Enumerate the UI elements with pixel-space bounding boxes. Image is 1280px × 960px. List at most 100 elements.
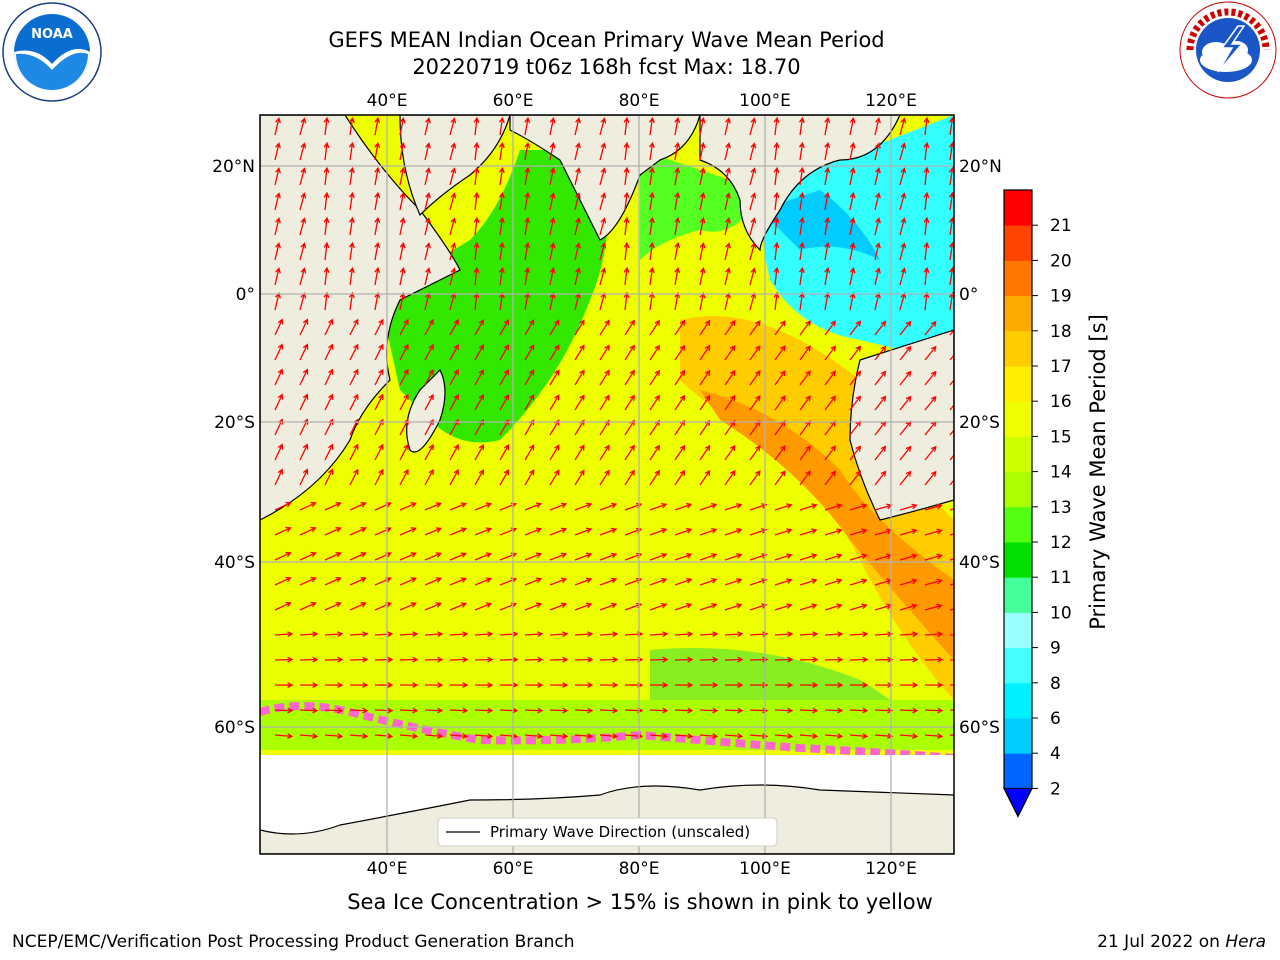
wave-arrow bbox=[324, 368, 334, 386]
wave-arrow bbox=[399, 527, 417, 536]
wave-arrow bbox=[674, 369, 686, 386]
wave-arrow bbox=[899, 117, 907, 136]
wave-arrow bbox=[324, 601, 342, 611]
wave-arrow bbox=[923, 291, 930, 311]
wave-arrow bbox=[749, 167, 757, 186]
colorbar-segment bbox=[1004, 295, 1032, 332]
wave-arrow bbox=[549, 217, 556, 236]
wave-arrow bbox=[624, 444, 635, 461]
wave-arrow bbox=[749, 528, 768, 536]
lon-label-top: 120°E bbox=[865, 91, 917, 111]
colorbar-tick-label: 6 bbox=[1050, 709, 1061, 729]
wave-arrow bbox=[549, 577, 568, 586]
wave-arrow bbox=[874, 631, 894, 638]
wave-arrow bbox=[749, 578, 768, 586]
wave-arrow bbox=[849, 117, 856, 136]
wave-arrow bbox=[724, 631, 744, 638]
wave-arrow bbox=[498, 191, 505, 211]
wave-arrow bbox=[449, 167, 457, 186]
wave-arrow bbox=[674, 602, 693, 611]
wave-arrow bbox=[699, 117, 706, 136]
wave-arrow bbox=[474, 443, 484, 461]
wave-arrow bbox=[899, 707, 919, 714]
lat-label-left: 20°N bbox=[212, 157, 255, 177]
nws-logo bbox=[1179, 1, 1277, 99]
wave-arrow bbox=[774, 603, 793, 611]
wave-arrow bbox=[324, 631, 344, 638]
lat-label-left: 20°S bbox=[214, 413, 255, 433]
wave-arrow bbox=[648, 191, 655, 211]
wave-arrow bbox=[599, 192, 607, 211]
wave-arrow bbox=[923, 191, 930, 211]
wave-arrow bbox=[924, 733, 944, 739]
swell-peak-zone bbox=[700, 390, 954, 660]
lon-label-bottom: 100°E bbox=[739, 859, 791, 879]
wave-arrow bbox=[498, 166, 505, 186]
wave-arrow bbox=[649, 319, 661, 336]
wave-arrow bbox=[648, 266, 655, 286]
wave-arrow bbox=[323, 116, 330, 136]
wave-arrow bbox=[299, 217, 307, 236]
wave-arrow bbox=[299, 468, 309, 486]
wave-arrow bbox=[374, 166, 381, 186]
wave-arrow bbox=[949, 634, 954, 636]
wave-arrow bbox=[324, 318, 334, 336]
wave-arrow bbox=[849, 192, 856, 211]
wave-arrow bbox=[499, 631, 519, 638]
wave-arrow bbox=[924, 503, 943, 511]
wave-arrow bbox=[374, 216, 381, 236]
wave-arrow bbox=[599, 369, 610, 386]
wave-arrow bbox=[824, 320, 836, 336]
wave-arrow bbox=[549, 656, 569, 663]
wave-arrow bbox=[949, 329, 954, 336]
wave-arrow bbox=[323, 191, 330, 211]
wave-arrow bbox=[774, 503, 793, 511]
wave-arrow bbox=[599, 527, 618, 536]
wave-arrow bbox=[623, 266, 630, 286]
wave-arrow bbox=[699, 142, 706, 161]
wave-arrow bbox=[399, 733, 419, 739]
wave-arrow bbox=[699, 707, 719, 714]
wave-arrow bbox=[498, 116, 505, 136]
wave-arrow bbox=[949, 608, 954, 611]
africa-landmass bbox=[260, 115, 461, 521]
wave-arrow bbox=[274, 393, 284, 411]
wave-arrow bbox=[899, 167, 907, 186]
southeast-asia-landmass bbox=[699, 115, 901, 252]
wave-arrow bbox=[299, 318, 309, 336]
wave-arrow bbox=[299, 393, 309, 411]
wave-arrow bbox=[874, 345, 887, 361]
wave-arrow bbox=[849, 167, 856, 186]
wave-arrow bbox=[749, 142, 757, 161]
wave-arrow bbox=[849, 267, 856, 286]
lat-label-right: 60°S bbox=[959, 718, 1000, 738]
wave-arrow bbox=[899, 656, 919, 663]
wave-arrow bbox=[498, 266, 505, 286]
wave-arrow bbox=[324, 526, 342, 536]
wave-arrow bbox=[574, 267, 581, 286]
wave-arrow bbox=[424, 631, 444, 638]
wave-arrow bbox=[699, 656, 719, 663]
wave-arrow bbox=[774, 445, 786, 461]
wave-arrow bbox=[674, 682, 694, 689]
colorbar-tick-label: 4 bbox=[1050, 744, 1061, 764]
wave-arrow bbox=[399, 468, 409, 486]
colorbar-tick-label: 13 bbox=[1050, 498, 1072, 518]
wave-arrow bbox=[324, 656, 344, 663]
wave-arrow bbox=[649, 502, 668, 511]
wave-arrow bbox=[798, 291, 805, 311]
wave-arrow bbox=[849, 142, 856, 161]
wave-arrow bbox=[674, 552, 693, 561]
wave-arrow bbox=[724, 682, 744, 689]
wave-arrow bbox=[699, 394, 711, 411]
wave-arrow bbox=[474, 682, 494, 689]
wave-arrow bbox=[674, 166, 681, 186]
wave-arrow bbox=[299, 551, 317, 561]
lat-label-right: 20°N bbox=[959, 157, 1002, 177]
wave-arrow bbox=[449, 142, 457, 161]
wave-arrow bbox=[474, 393, 484, 411]
wave-arrow bbox=[749, 682, 769, 689]
wave-arrow bbox=[724, 117, 731, 136]
wave-arrow bbox=[648, 291, 655, 311]
wave-arrow bbox=[299, 167, 307, 186]
